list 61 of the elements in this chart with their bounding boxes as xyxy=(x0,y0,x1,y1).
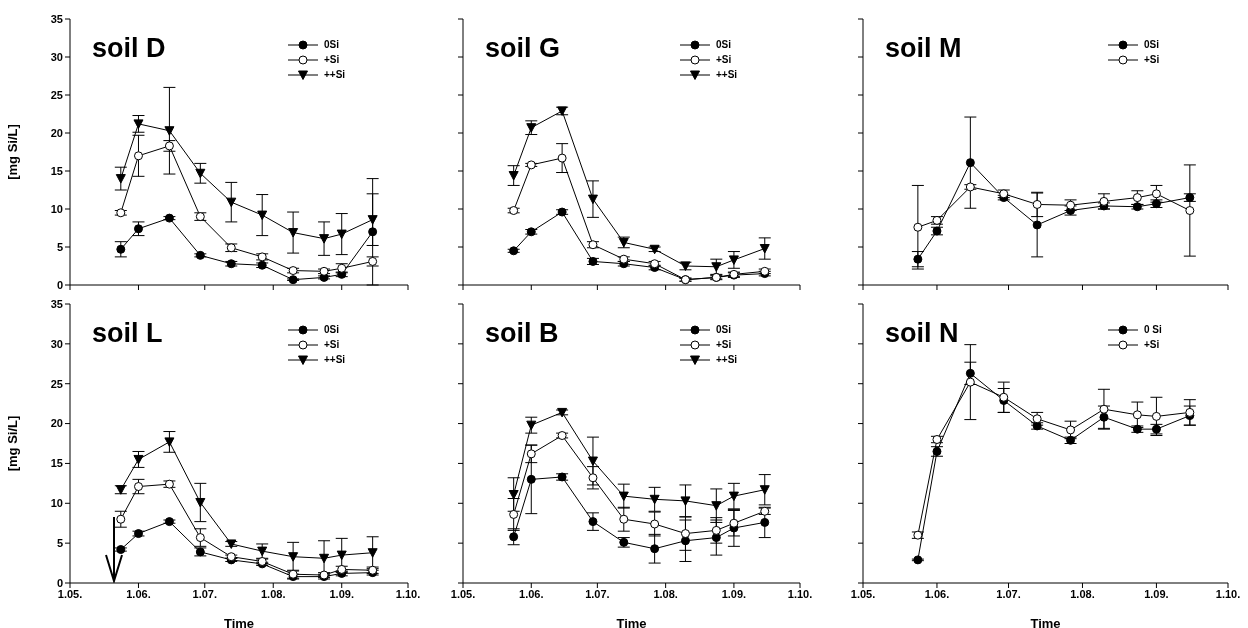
y-tick-label: 10 xyxy=(50,497,63,510)
legend-label: ++Si xyxy=(324,69,346,80)
y-tick-label: 0 xyxy=(56,576,63,589)
y-tick-label: 20 xyxy=(50,126,63,139)
x-tick-label: 1.08. xyxy=(1070,587,1095,600)
legend-label: 0Si xyxy=(716,39,732,50)
legend-label: +Si xyxy=(716,54,732,65)
x-tick-label: 1.06. xyxy=(924,587,950,600)
y-tick-label: 35 xyxy=(50,297,63,310)
y-tick-label: 0 xyxy=(56,278,63,291)
x-tick-label: 1.09. xyxy=(1144,587,1169,600)
x-axis-title: Time xyxy=(223,616,255,628)
y-axis-title: [mg Si/L] xyxy=(4,124,20,180)
y-tick-label: 5 xyxy=(56,240,63,253)
y-tick-label: 15 xyxy=(50,164,63,177)
legend-label: ++Si xyxy=(716,354,738,365)
x-tick-label: 1.10. xyxy=(787,587,813,600)
x-tick-label: 1.06. xyxy=(519,587,544,600)
x-tick-label: 1.05. xyxy=(850,587,876,600)
x-tick-label: 1.06. xyxy=(126,587,151,600)
text: soil D xyxy=(92,33,166,64)
x-tick-label: 1.07. xyxy=(192,587,217,600)
x-tick-label: 1.09. xyxy=(329,587,354,600)
legend-label: ++Si xyxy=(716,69,738,80)
x-tick-label: 1.07. xyxy=(585,587,610,600)
x-tick-label: 1.07. xyxy=(996,587,1021,600)
text: soil M xyxy=(885,33,962,64)
legend-label: 0Si xyxy=(716,324,732,335)
legend-label: 0Si xyxy=(1144,39,1160,50)
y-tick-label: 15 xyxy=(50,457,63,470)
x-tick-label: 1.10. xyxy=(1215,587,1241,600)
y-tick-label: 25 xyxy=(50,88,63,101)
y-tick-label: 25 xyxy=(50,377,63,390)
legend-label: +Si xyxy=(1144,339,1160,350)
legend-label: 0Si xyxy=(324,39,340,50)
x-axis-title: Time xyxy=(1030,616,1061,628)
x-tick-label: 1.08. xyxy=(653,587,678,600)
y-tick-label: 30 xyxy=(50,337,63,350)
x-tick-label: 1.10. xyxy=(395,587,421,600)
y-tick-label: 20 xyxy=(50,417,63,430)
legend-label: +Si xyxy=(716,339,732,350)
y-tick-label: 30 xyxy=(50,50,63,63)
legend-label: +Si xyxy=(1144,54,1160,65)
y-axis-title: [mg Si/L] xyxy=(4,415,20,472)
text: soil B xyxy=(485,318,559,349)
legend-label: 0Si xyxy=(324,324,340,335)
y-tick-label: 35 xyxy=(50,12,63,25)
x-tick-label: 1.08. xyxy=(261,587,286,600)
x-axis-title: Time xyxy=(616,616,647,628)
text: soil L xyxy=(92,318,163,349)
y-tick-label: 5 xyxy=(56,537,63,550)
text: soil N xyxy=(885,318,959,349)
text: soil G xyxy=(485,33,561,64)
legend-label: +Si xyxy=(324,54,340,65)
x-tick-label: 1.05. xyxy=(450,587,476,600)
x-tick-label: 1.09. xyxy=(721,587,747,600)
legend-label: +Si xyxy=(324,339,340,350)
y-tick-label: 10 xyxy=(50,202,63,215)
legend-label: ++Si xyxy=(324,354,346,365)
x-tick-label: 1.05. xyxy=(57,587,83,600)
legend-label: 0 Si xyxy=(1144,324,1162,335)
